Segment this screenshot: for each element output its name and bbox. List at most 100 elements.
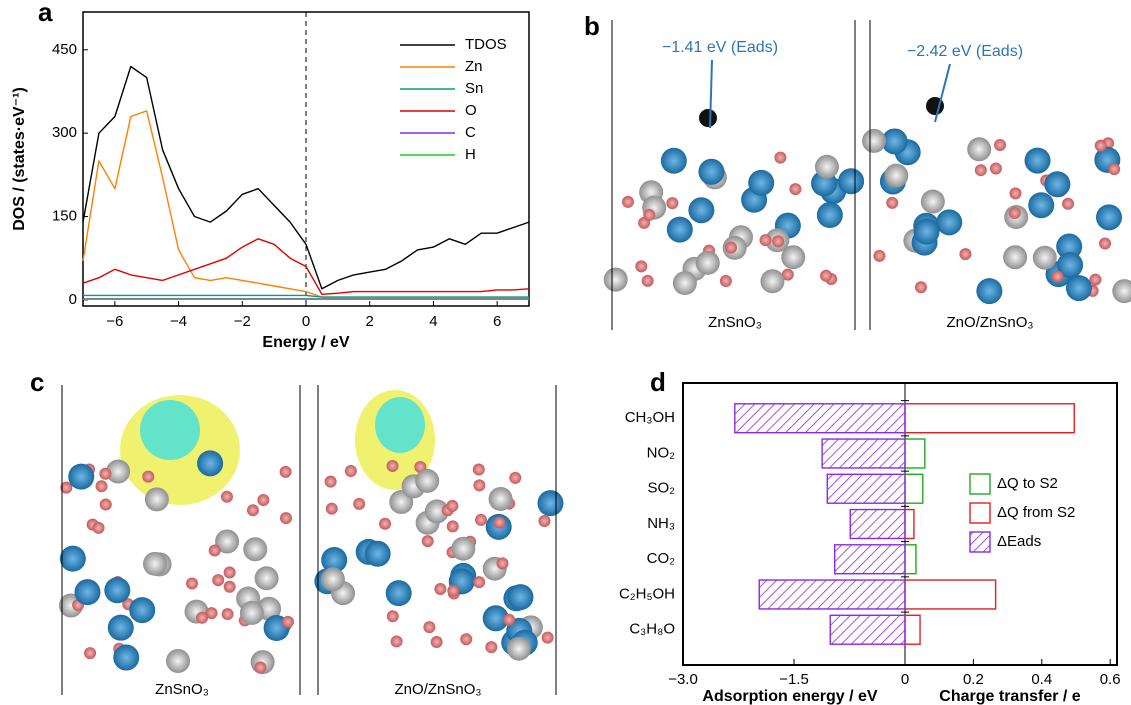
- atom: [1066, 275, 1092, 301]
- atom: [667, 217, 693, 243]
- annotation: −2.42 eV (Eads): [907, 43, 1023, 60]
- atom: [976, 278, 1002, 304]
- atom: [489, 487, 513, 511]
- bar: [759, 580, 905, 609]
- bar: [827, 474, 905, 503]
- atom: [507, 584, 533, 610]
- atom: [688, 197, 714, 223]
- x-tick-label: 0: [302, 313, 310, 330]
- atom: [725, 242, 737, 254]
- atom: [774, 152, 786, 164]
- atom: [1099, 237, 1111, 249]
- atom: [224, 567, 236, 579]
- legend-label: TDOS: [465, 36, 507, 53]
- atom: [838, 168, 864, 194]
- x2-axis-title: Charge transfer / e: [939, 688, 1080, 705]
- atom: [447, 585, 459, 597]
- atom: [975, 164, 987, 176]
- atom: [1108, 163, 1120, 175]
- atom: [321, 567, 345, 591]
- atom: [815, 155, 839, 179]
- legend-label: Sn: [465, 80, 483, 97]
- atom: [967, 137, 991, 161]
- atom: [604, 268, 628, 292]
- atom: [345, 465, 357, 477]
- atom: [1096, 204, 1122, 230]
- atom: [446, 500, 458, 512]
- atom: [365, 541, 391, 567]
- bar: [905, 439, 925, 468]
- category-label: CO₂: [647, 550, 676, 567]
- atom: [224, 581, 236, 593]
- atom: [326, 503, 338, 515]
- atom: [196, 612, 208, 624]
- legend-label: C: [465, 124, 476, 141]
- atom: [212, 574, 224, 586]
- legend-label: ΔQ from S2: [997, 504, 1075, 521]
- bar: [905, 474, 923, 503]
- atom: [247, 504, 259, 516]
- atom: [353, 498, 365, 510]
- y-tick-label: 150: [52, 207, 77, 224]
- atom: [209, 545, 221, 557]
- atom: [915, 281, 927, 293]
- x-tick-label: 6: [493, 313, 501, 330]
- caption: ZnSnO₃: [708, 314, 762, 331]
- atom: [142, 471, 154, 483]
- x-tick-label: −1.5: [779, 671, 809, 688]
- atom: [108, 615, 134, 641]
- panel-label: a: [38, 0, 53, 27]
- atom: [473, 576, 485, 588]
- category-label: C₃H₈O: [629, 621, 675, 638]
- atom: [473, 479, 485, 491]
- atom: [1028, 192, 1054, 218]
- bar: [905, 404, 1074, 433]
- density: [375, 397, 425, 453]
- y-tick-label: 450: [52, 41, 77, 58]
- atom: [240, 601, 264, 625]
- x-tick-label: 4: [429, 313, 437, 330]
- x-tick-label: −2: [234, 313, 251, 330]
- atom: [99, 468, 111, 480]
- atom: [622, 196, 634, 208]
- atom: [884, 164, 908, 188]
- atom: [990, 162, 1002, 174]
- arrow: [935, 64, 950, 122]
- atom: [386, 580, 412, 606]
- atom: [431, 636, 443, 648]
- atom: [720, 275, 732, 287]
- atom: [493, 516, 505, 528]
- atom: [643, 209, 655, 221]
- y-tick-label: 0: [69, 291, 77, 308]
- molecule: [699, 109, 717, 127]
- atom: [1112, 279, 1131, 303]
- panel-label: c: [30, 367, 44, 397]
- atom: [460, 633, 472, 645]
- x-tick-label: 0: [901, 671, 909, 688]
- atom: [379, 518, 391, 530]
- bar: [905, 580, 996, 609]
- atom: [280, 466, 292, 478]
- x2-tick-label: 0.6: [1100, 671, 1121, 688]
- atom: [760, 234, 772, 246]
- atom: [387, 610, 399, 622]
- atom: [255, 566, 279, 590]
- atom: [1052, 271, 1064, 283]
- caption: ZnO/ZnSnO₃: [395, 681, 482, 698]
- atom: [93, 522, 105, 534]
- category-label: NO₂: [647, 444, 676, 461]
- plots: −6−4−202460150300450Energy / eVDOS / (st…: [11, 12, 1120, 705]
- atom: [84, 647, 96, 659]
- bar: [735, 404, 905, 433]
- atom: [257, 494, 269, 506]
- y-axis-title: DOS / (states·eV⁻¹): [11, 87, 28, 231]
- atom: [447, 520, 459, 532]
- atom: [820, 270, 832, 282]
- atom: [1009, 187, 1021, 199]
- atom: [100, 499, 112, 511]
- atom: [280, 512, 292, 524]
- atom: [772, 235, 784, 247]
- x-tick-label: −4: [170, 313, 187, 330]
- annotation: −1.41 eV (Eads): [662, 39, 778, 56]
- atom: [542, 632, 554, 644]
